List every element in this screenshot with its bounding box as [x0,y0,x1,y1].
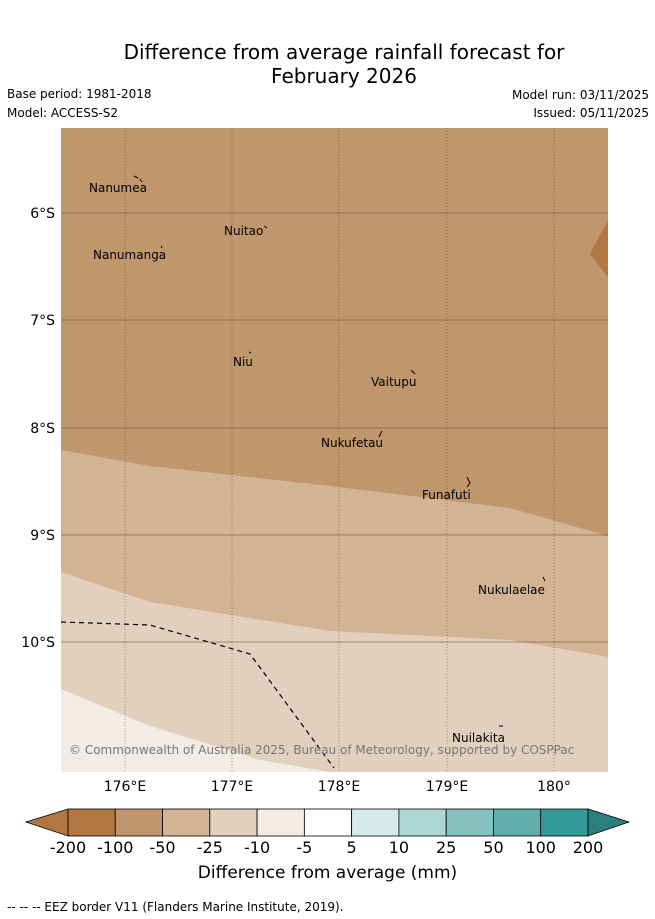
islands [133,175,546,727]
colorbar-extend-low [24,808,69,837]
title-line-1: Difference from average rainfall forecas… [123,40,565,64]
colorbar-segment [162,808,211,837]
colorbar-tick-label: -5 [296,838,313,857]
lon-label-176e: 176°E [104,779,147,795]
place-label-nuitao: Nuitao [224,224,263,238]
colorbar-tick-label: 100 [525,838,556,857]
lat-axis: 6°S 7°S 8°S 9°S 10°S [21,206,55,651]
colorbar-tick-label: -25 [196,838,223,857]
place-label-funafuti: Funafuti [422,488,471,502]
colorbar-segment [398,808,447,837]
colorbar-tick-label: -100 [97,838,134,857]
eez-legend: -- -- -- EEZ border V11 (Flanders Marine… [7,900,344,914]
graticule-lon [124,128,555,772]
model-run: Model run: 03/11/2025 [511,88,649,102]
place-label-nuilakita: Nuilakita [452,731,505,745]
colorbar-tick-label: 50 [483,838,504,857]
band-minus-200 [590,220,608,277]
copyright-text: © Commonwealth of Australia 2025, Bureau… [69,743,574,757]
eez-border [61,621,335,769]
colorbar-tick-label: 25 [435,838,457,857]
lat-label-8s: 8°S [30,421,55,437]
place-label-nukufetau: Nukufetau [321,436,383,450]
lon-label-179e: 179°E [426,779,469,795]
lon-label-178e: 178°E [318,779,361,795]
colorbar-extend-high [587,808,631,837]
place-label-nukulaelae: Nukulaelae [478,583,545,597]
place-label-nanumea: Nanumea [89,181,147,195]
lat-label-9s: 9°S [30,528,55,544]
colorbar-title: Difference from average (mm) [197,863,458,883]
colorbar [24,808,631,837]
map-fill-layer: Nanumea Nuitao Nanumanga Niu Vaitupu Nuk… [61,128,608,772]
colorbar-tick-label: 200 [572,838,604,857]
colorbar-segment [493,808,542,837]
colorbar-tick-label: 5 [346,838,357,857]
lon-label-177e: 177°E [211,779,254,795]
colorbar-tick-label: -10 [244,838,271,857]
colorbar-tick-label: -200 [49,838,87,857]
band-minus-10 [61,689,330,772]
lat-label-10s: 10°S [21,635,55,651]
island-nukufetau [378,430,383,438]
colorbar-tick-label: 10 [388,838,410,857]
place-label-nanumanga: Nanumanga [93,248,166,262]
colorbar-segment [351,808,400,837]
issued-date: Issued: 05/11/2025 [533,106,649,120]
colorbar-segment [445,808,494,837]
colorbar-segment [303,808,353,837]
lat-label-6s: 6°S [30,206,55,222]
island-vaitupu [410,369,416,375]
colorbar-segment [209,808,258,837]
island-nanumea [133,175,143,183]
title-line-2: February 2026 [271,64,417,88]
graticule-lat [61,212,608,643]
colorbar-segment [540,808,589,837]
island-nukulaelae [542,576,546,582]
colorbar-segment [67,808,116,837]
base-period: Base period: 1981-2018 [7,87,152,101]
place-label-vaitupu: Vaitupu [371,375,417,389]
place-label-niu: Niu [233,355,253,369]
island-niu [248,351,252,354]
map-title: Difference from average rainfall forecas… [60,40,628,88]
island-nuitao [263,225,268,229]
lat-label-7s: 7°S [30,313,55,329]
lon-axis: 176°E 177°E 178°E 179°E 180° [104,779,571,795]
island-funafuti [466,476,471,488]
island-nanumanga [160,245,163,249]
band-minus-25 [61,572,608,772]
model-name: Model: ACCESS-S2 [7,106,119,120]
lon-label-180: 180° [537,779,571,795]
colorbar-segment [114,808,163,837]
colorbar-segment [256,808,305,837]
colorbar-tick-label: -50 [149,838,176,857]
